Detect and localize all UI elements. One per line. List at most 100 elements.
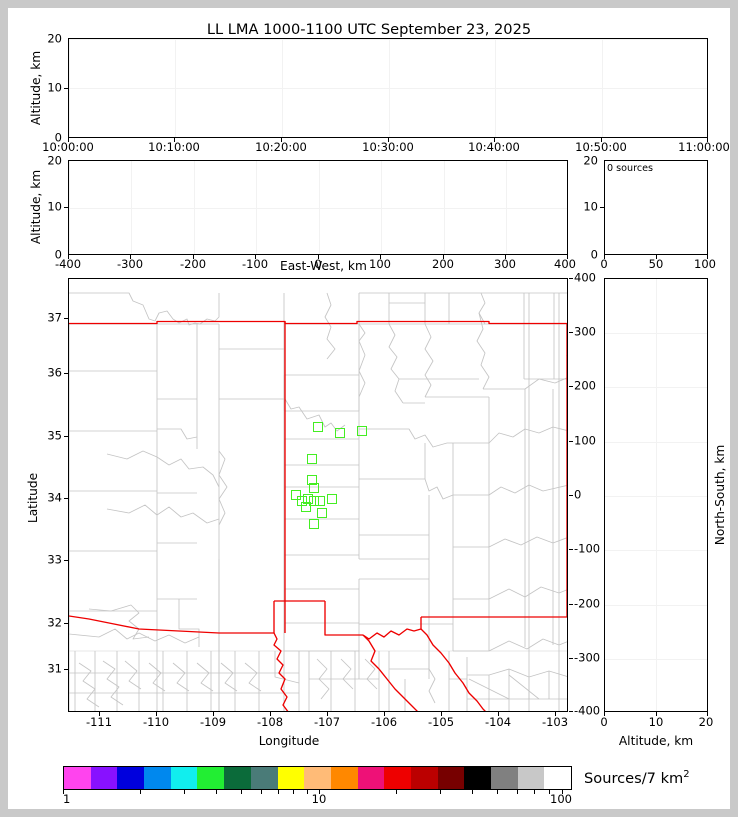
tick [64, 436, 68, 437]
ytick-label: 34 [47, 490, 62, 505]
figure-canvas: LL LMA 1000-1100 UTC September 23, 2025 … [8, 8, 730, 809]
tick [600, 207, 604, 208]
source-marker [327, 494, 337, 504]
xtick-label: 10:30:00 [362, 140, 414, 154]
xtick-label: -103 [541, 715, 569, 729]
ytick-label: 37 [47, 310, 62, 325]
gridline [69, 39, 707, 40]
ytick-label: 20 [47, 31, 62, 46]
panel-time-height[interactable] [68, 38, 708, 138]
gridline [389, 39, 390, 137]
tick [604, 712, 605, 716]
tick [517, 790, 518, 794]
xtick-label: -106 [370, 715, 398, 729]
source-marker [307, 454, 317, 464]
tick [278, 790, 279, 794]
source-count-annotation: 0 sources [607, 163, 654, 174]
ytick-label: 33 [47, 552, 62, 567]
colorbar-swatch [64, 767, 91, 789]
source-marker [309, 496, 319, 506]
xtick-label: 300 [494, 257, 516, 271]
ytick-label: 20 [47, 153, 62, 168]
tick [64, 373, 68, 374]
colorbar-swatch [464, 767, 491, 789]
panel-4-ylabel: Latitude [26, 472, 40, 524]
source-marker [357, 426, 367, 436]
panel-5-ylabel: North-South, km [713, 444, 727, 546]
tick [241, 790, 242, 794]
ytick-label: 31 [47, 661, 62, 676]
tick [569, 332, 573, 333]
source-marker [307, 475, 317, 485]
tick [534, 790, 535, 794]
colorbar-swatch [277, 767, 305, 789]
tick [64, 207, 68, 208]
colorbar-title-superscript: 2 [683, 769, 690, 780]
xtick-label: -400 [54, 257, 82, 271]
panel-2-xlabel: East-West, km [280, 259, 367, 273]
ytick-label: 10 [583, 199, 598, 214]
map-geography [69, 292, 567, 711]
tick [569, 441, 573, 442]
tick [327, 712, 328, 716]
colorbar-swatch [410, 767, 438, 789]
colorbar-title-text: Sources/7 km [584, 769, 684, 787]
colorbar-swatch [384, 767, 411, 789]
tick [156, 712, 157, 716]
tick [494, 138, 495, 142]
xtick-label: -100 [241, 257, 269, 271]
panel-plan-view-map[interactable] [68, 278, 568, 712]
gridline [256, 161, 257, 254]
ytick-label-right: -400 [574, 703, 601, 718]
ytick-label: 20 [583, 153, 598, 168]
gridline [495, 39, 496, 137]
colorbar-tick-label: 1 [63, 792, 71, 806]
ytick-label: 36 [47, 365, 62, 380]
source-marker [291, 490, 301, 500]
panel-altitude-histogram[interactable]: 0 sources [604, 160, 708, 255]
tick [63, 790, 64, 794]
tick [193, 255, 194, 259]
tick [140, 790, 141, 794]
colorbar-swatch [330, 767, 358, 789]
colorbar-swatch [517, 767, 545, 789]
ytick-label-right: 200 [574, 378, 596, 393]
ytick-label-right: -200 [574, 596, 601, 611]
panel-north-south-altitude[interactable] [604, 278, 708, 712]
colorbar-swatch [144, 767, 171, 789]
source-marker [335, 428, 345, 438]
tick [255, 255, 256, 259]
colorbar-swatch [250, 767, 278, 789]
ytick-label-right: -100 [574, 541, 601, 556]
xtick-label: 10:20:00 [255, 140, 307, 154]
xtick-label: 0 [600, 257, 608, 271]
xtick-label: -104 [484, 715, 512, 729]
source-marker [309, 483, 319, 493]
xtick-label: 11:00:00 [678, 140, 730, 154]
ytick-label-right: 300 [574, 324, 596, 339]
colorbar-swatch [304, 767, 331, 789]
tick [293, 790, 294, 794]
colorbar[interactable] [63, 766, 572, 790]
tick [213, 712, 214, 716]
tick [130, 255, 131, 259]
panel-4-xlabel: Longitude [258, 734, 320, 748]
xtick-label: -200 [179, 257, 207, 271]
xtick-label: 10:00:00 [42, 140, 94, 154]
ytick-label: 10 [47, 80, 62, 95]
xtick-label: -111 [85, 715, 113, 729]
xtick-label: 10:10:00 [148, 140, 200, 154]
ytick-label-right: -300 [574, 650, 601, 665]
gridline [381, 161, 382, 254]
tick [64, 498, 68, 499]
tick [174, 138, 175, 142]
tick [707, 255, 708, 259]
tick [656, 255, 657, 259]
colorbar-swatch [437, 767, 465, 789]
panel-altitude-east-west[interactable] [68, 160, 568, 255]
xtick-label: 0 [314, 257, 322, 271]
panel-2-ylabel: Altitude, km [29, 169, 43, 245]
xtick-label: -107 [313, 715, 341, 729]
xtick-label: 100 [694, 257, 716, 271]
colorbar-swatch [544, 767, 572, 789]
